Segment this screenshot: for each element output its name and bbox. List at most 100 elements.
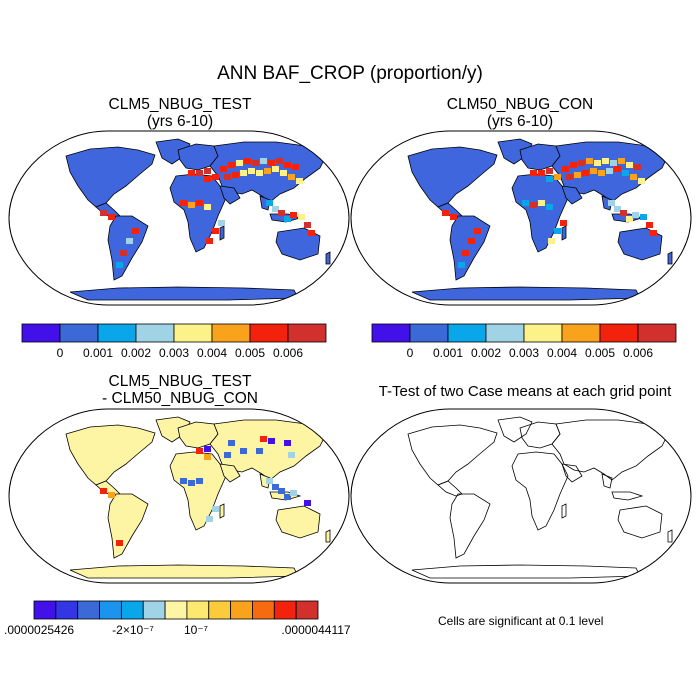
grid-cell	[116, 262, 123, 268]
landmass-arabia	[561, 185, 583, 205]
map-panel-control	[350, 130, 692, 306]
grid-cell	[290, 212, 297, 218]
colorbar-swatch	[637, 323, 677, 343]
grid-cell	[108, 492, 115, 498]
colorbar-swatch	[561, 323, 601, 343]
colorbar-swatch	[186, 600, 210, 620]
map-panel-test	[8, 130, 350, 306]
panel2-title-line1: CLM50_NBUG_CON	[446, 96, 594, 113]
colorbar-swatch	[135, 323, 175, 343]
landmass-madagascar	[219, 225, 225, 241]
grid-cell	[276, 158, 283, 164]
panel3-subtitle: - CLM50_NBUG_CON	[102, 390, 258, 407]
map-frame	[350, 130, 692, 306]
landmass-antarctica	[69, 564, 299, 579]
grid-cell	[204, 454, 211, 460]
colorbar-swatch	[295, 600, 319, 620]
landmass-madagascar	[561, 225, 567, 241]
grid-cell	[554, 174, 561, 180]
colorbar-swatch	[230, 600, 253, 620]
grid-cell	[204, 168, 211, 174]
grid-cell	[256, 170, 263, 176]
grid-cell	[266, 478, 273, 484]
grid-cell	[522, 200, 529, 206]
landmass-antarctica	[411, 564, 641, 579]
grid-cell	[288, 452, 295, 458]
landmass-arabia	[561, 463, 583, 483]
landmass-se-asia	[259, 195, 271, 211]
grid-cell	[574, 172, 581, 178]
cb0-tick-2: 0.002	[120, 346, 152, 360]
map-panel-ttest	[350, 408, 692, 584]
grid-cell	[284, 162, 291, 168]
grid-cell	[116, 540, 123, 546]
figure-title: ANN BAF_CROP (proportion/y)	[217, 63, 483, 84]
grid-cell	[132, 228, 139, 234]
panel1-title-line1: CLM5_NBUG_TEST	[108, 96, 252, 113]
grid-cell	[260, 436, 267, 442]
grid-cell	[180, 478, 187, 484]
grid-cell	[212, 506, 219, 512]
grid-cell	[188, 480, 195, 486]
grid-cell	[554, 228, 561, 234]
grid-cell	[614, 206, 621, 212]
cb1-tick-6: 0.006	[622, 346, 654, 360]
colorbar-swatch	[142, 600, 166, 620]
grid-cell	[650, 230, 657, 236]
grid-cell	[188, 202, 195, 208]
cb0-tick-5: 0.005	[234, 346, 266, 360]
colorbar-swatch	[523, 323, 563, 343]
colorbar-swatch	[211, 323, 251, 343]
landmass-asia	[551, 419, 669, 481]
grid-cell	[212, 228, 219, 234]
grid-cell	[108, 214, 115, 220]
grid-cell	[632, 212, 639, 218]
grid-cell	[256, 448, 263, 454]
colorbar-swatch	[173, 323, 213, 343]
grid-cell	[236, 160, 243, 166]
map-frame	[350, 408, 692, 584]
panel4-title: T-Test of two Case means at each grid po…	[350, 383, 700, 400]
grid-cell	[622, 170, 629, 176]
grid-cell	[100, 488, 107, 494]
colorbar-swatch	[409, 323, 449, 343]
grid-cell	[630, 174, 637, 180]
grid-cell	[272, 206, 279, 212]
grid-cell	[638, 178, 645, 184]
grid-cell	[252, 160, 259, 166]
cb0-tick-0: 0	[56, 346, 64, 360]
grid-cell	[530, 170, 537, 176]
landmass-se-asia	[601, 473, 613, 489]
grid-cell	[582, 170, 589, 176]
landmass-south-america	[449, 493, 491, 559]
cb1-tick-3: 0.003	[508, 346, 540, 360]
cb0-tick-3: 0.003	[158, 346, 190, 360]
grid-cell	[180, 200, 187, 206]
grid-cell	[224, 174, 231, 180]
colorbar-swatch	[97, 323, 137, 343]
grid-cell	[586, 158, 593, 164]
landmass-africa	[511, 173, 569, 253]
grid-cell	[278, 210, 285, 216]
grid-cell	[228, 440, 235, 446]
colorbar-swatch	[287, 323, 327, 343]
grid-cell	[598, 170, 605, 176]
grid-cell	[206, 516, 213, 522]
landmass-se-asia	[259, 473, 271, 489]
grid-cell	[620, 210, 627, 216]
grid-cell	[266, 200, 273, 206]
grid-cell	[296, 178, 303, 184]
grid-cell	[602, 158, 609, 164]
cb1-tick-4: 0.004	[546, 346, 578, 360]
grid-cell	[546, 176, 553, 182]
landmass-arabia	[219, 463, 241, 483]
grid-cell	[204, 176, 211, 182]
grid-cell	[288, 174, 295, 180]
landmass-new-zealand	[325, 251, 331, 265]
grid-cell	[220, 166, 227, 172]
grid-cell	[538, 170, 545, 176]
colorbar-swatch	[120, 600, 144, 620]
panel1-subtitle: (yrs 6-10)	[146, 113, 214, 130]
landmass-new-zealand	[667, 251, 673, 265]
cb1-tick-0: 0	[406, 346, 414, 360]
